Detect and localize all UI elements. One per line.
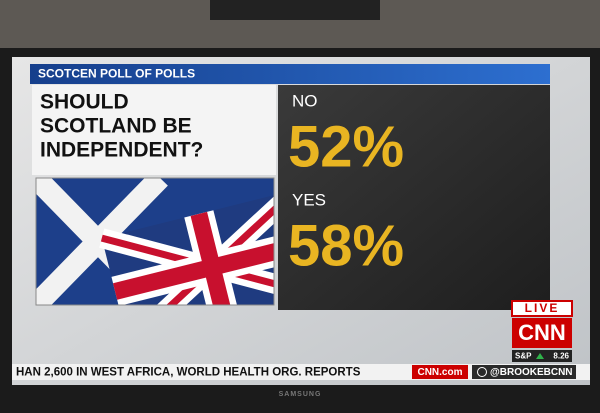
header-bar bbox=[30, 64, 550, 84]
flag-frame bbox=[35, 177, 275, 306]
site-box bbox=[412, 365, 468, 379]
ticker-handle: @BROOKEBCNN bbox=[490, 367, 573, 378]
question-panel bbox=[32, 85, 276, 175]
market-up-arrow bbox=[536, 353, 544, 359]
question-line: INDEPENDENT? bbox=[40, 139, 203, 162]
answer-label: YES bbox=[292, 190, 326, 209]
handle-icon bbox=[477, 367, 487, 377]
question-line: SCOTLAND BE bbox=[40, 115, 192, 138]
answer-value: 52% bbox=[288, 114, 404, 179]
market-index: S&P bbox=[515, 352, 532, 361]
market-change: 8.26 bbox=[553, 352, 569, 361]
handle-box bbox=[472, 365, 576, 379]
answer-label: NO bbox=[292, 91, 318, 110]
header-title: SCOTCEN POLL OF POLLS bbox=[38, 67, 195, 81]
ticker-site: CNN.com bbox=[417, 367, 462, 378]
answer-value: 58% bbox=[288, 213, 404, 278]
logo-box bbox=[512, 318, 572, 348]
live-box bbox=[511, 300, 573, 317]
logo: CNN bbox=[518, 320, 566, 345]
ticker-text: HAN 2,600 IN WEST AFRICA, WORLD HEALTH O… bbox=[16, 367, 361, 379]
question-line: SHOULD bbox=[40, 91, 129, 114]
live-label: LIVE bbox=[525, 301, 560, 315]
tv-mount bbox=[210, 0, 380, 20]
result-panel bbox=[278, 85, 550, 310]
tv-brand: SAMSUNG bbox=[279, 391, 322, 398]
flag-image bbox=[36, 178, 274, 305]
